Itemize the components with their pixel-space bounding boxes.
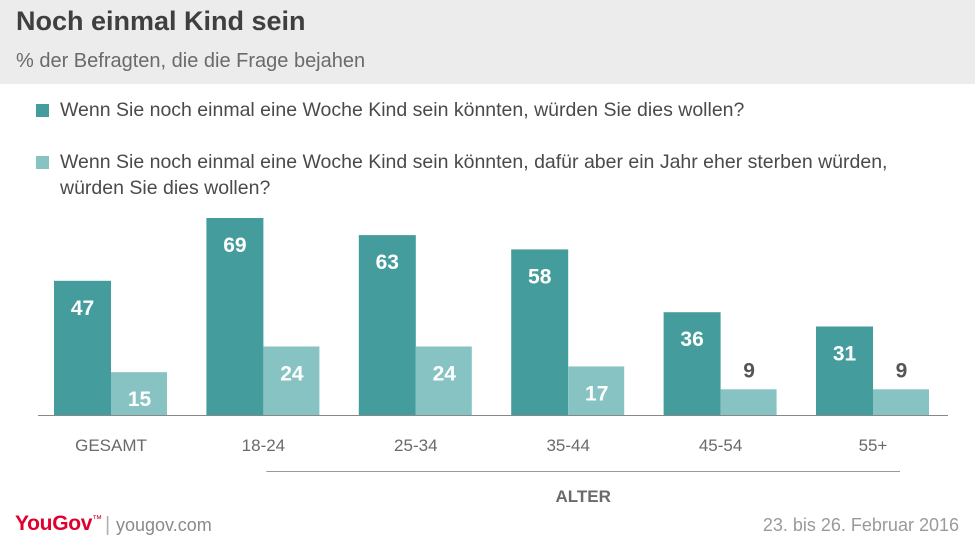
- yougov-logo: YouGov™: [15, 512, 102, 536]
- bar-3544-series-1: [511, 249, 569, 415]
- legend-label-series-1: Wenn Sie noch einmal eine Woche Kind sei…: [60, 99, 745, 121]
- data-label-55-series-1: 31: [833, 342, 857, 365]
- x-tick-label-4554: 45-54: [699, 436, 742, 455]
- legend-swatch-series-2: [36, 156, 49, 169]
- data-label-55-series-2: 9: [896, 359, 908, 382]
- data-label-2534-series-2: 24: [433, 362, 457, 385]
- data-label-3544-series-1: 58: [528, 265, 552, 288]
- x-tick-label-3544: 35-44: [546, 436, 589, 455]
- data-label-gesamt-series-2: 15: [128, 388, 152, 411]
- bar-2534-series-2: [415, 346, 472, 415]
- data-label-2534-series-1: 63: [376, 251, 399, 274]
- data-label-4554-series-2: 9: [743, 359, 755, 382]
- x-tick-label-2534: 25-34: [394, 436, 437, 455]
- chart-title: Noch einmal Kind sein: [16, 6, 306, 36]
- bar-55-series-2: [873, 389, 929, 415]
- bar-gesamt-series-1: [54, 280, 111, 415]
- data-label-4554-series-1: 36: [680, 328, 703, 351]
- legend-label-series-2: Wenn Sie noch einmal eine Woche Kind sei…: [60, 151, 888, 199]
- footer-separator: |: [105, 514, 111, 536]
- bar-3544-series-2: [568, 366, 625, 415]
- data-label-1824-series-1: 69: [223, 234, 246, 257]
- legend-swatch-series-1: [36, 104, 49, 117]
- bar-1824-series-1: [206, 218, 264, 415]
- logo-trademark: ™: [92, 514, 102, 525]
- bar-gesamt-series-2: [111, 372, 167, 415]
- bar-2534-series-1: [358, 235, 416, 415]
- x-tick-label-gesamt: GESAMT: [75, 436, 147, 455]
- data-label-3544-series-2: 17: [585, 382, 608, 405]
- bar-55-series-1: [816, 326, 873, 415]
- yougov-logo-text: YouGov: [15, 512, 93, 535]
- chart-subtitle: % der Befragten, die die Frage bejahen: [16, 50, 366, 72]
- bar-4554-series-1: [663, 312, 721, 415]
- bar-4554-series-2: [720, 389, 777, 415]
- x-tick-label-1824: 18-24: [242, 436, 285, 455]
- x-tick-label-55: 55+: [859, 436, 888, 455]
- x-axis-group-label: ALTER: [555, 487, 610, 506]
- bar-1824-series-2: [263, 346, 320, 415]
- legend-item-series-1: Wenn Sie noch einmal eine Woche Kind sei…: [36, 97, 940, 123]
- survey-date: 23. bis 26. Februar 2016: [762, 515, 959, 535]
- data-label-1824-series-2: 24: [280, 362, 304, 385]
- data-label-gesamt-series-1: 47: [71, 297, 94, 320]
- header-band: [0, 0, 975, 84]
- legend-item-series-2: Wenn Sie noch einmal eine Woche Kind sei…: [36, 149, 940, 201]
- footer-site-link[interactable]: yougov.com: [116, 515, 212, 535]
